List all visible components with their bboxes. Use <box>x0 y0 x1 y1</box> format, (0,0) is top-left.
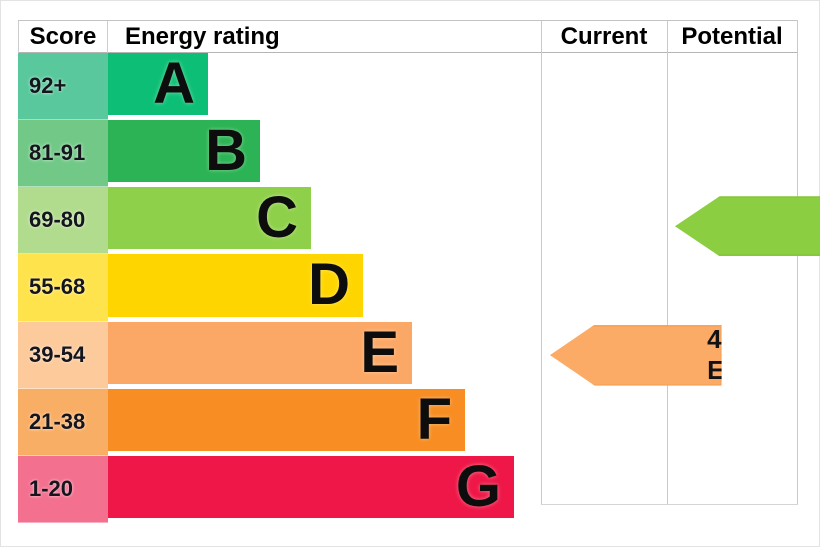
score-range-b: 81-91 <box>18 120 108 188</box>
rating-row-e: 39-54 E <box>18 321 541 389</box>
rating-row-d: 55-68 D <box>18 254 541 322</box>
table-bottom-border <box>541 504 798 505</box>
energy-rating-column-header: Energy rating <box>125 23 280 50</box>
rating-row-g: 1-20 G <box>18 455 541 523</box>
score-range-c: 69-80 <box>18 187 108 255</box>
band-bar-c: C <box>108 187 311 250</box>
potential-rating-arrow: 73 C <box>675 196 820 257</box>
rating-rows: 92+ A 81-91 B 69-80 C 55-68 D 39-54 E 21-38 F 1-20 G <box>18 53 541 523</box>
potential-column-left-border <box>667 20 668 504</box>
rating-row-c: 69-80 C <box>18 187 541 255</box>
rating-row-b: 81-91 B <box>18 120 541 188</box>
current-column-left-border <box>541 20 542 504</box>
current-rating-label: 47 E <box>707 324 737 386</box>
band-bar-b: B <box>108 120 260 183</box>
band-bar-a: A <box>108 53 208 116</box>
potential-column-header: Potential <box>681 23 783 50</box>
rating-row-f: 21-38 F <box>18 388 541 456</box>
score-range-d: 55-68 <box>18 254 108 322</box>
score-range-e: 39-54 <box>18 321 108 389</box>
band-bar-d: D <box>108 254 363 317</box>
score-range-g: 1-20 <box>18 455 108 523</box>
current-column-header: Current <box>560 23 648 50</box>
band-bar-f: F <box>108 388 465 451</box>
band-bar-g: G <box>108 455 514 518</box>
table-header: Score Energy rating Current Potential <box>18 20 798 53</box>
band-bar-e: E <box>108 321 412 384</box>
table-right-border <box>797 20 798 504</box>
score-column-header: Score <box>18 21 108 53</box>
score-range-a: 92+ <box>18 53 108 121</box>
score-range-f: 21-38 <box>18 388 108 456</box>
rating-row-a: 92+ A <box>18 53 541 121</box>
epc-table: Score Energy rating Current Potential 92… <box>18 20 820 525</box>
current-rating-arrow: 47 E <box>550 324 722 386</box>
